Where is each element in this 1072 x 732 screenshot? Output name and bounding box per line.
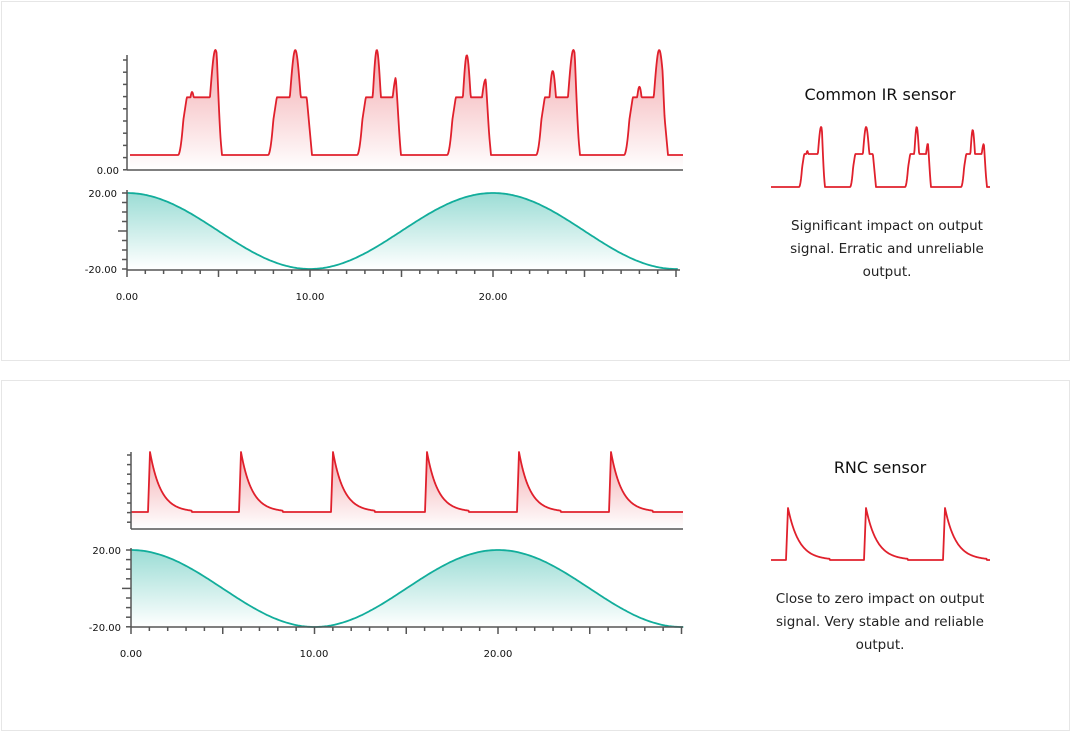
ir-cosine-line: [127, 192, 678, 270]
ir-x-label-10: 10.00: [296, 292, 325, 303]
ir-preview-line: [770, 126, 991, 188]
ir-y-label-top: 20.00: [88, 189, 117, 200]
rnc-x-label-20: 20.00: [484, 649, 513, 660]
rnc-y-label-bottom: -20.00: [89, 623, 121, 634]
ir-y-label-bottom: -20.00: [85, 265, 117, 276]
ir-x-label-20: 20.00: [479, 292, 508, 303]
panel-ir: [1, 1, 1070, 361]
rnc-description: Close to zero impact on output signal. V…: [775, 591, 985, 653]
rnc-preview-line: [770, 507, 991, 561]
ir-x-label-0: 0.00: [116, 292, 138, 303]
rnc-preview-area: [771, 508, 990, 560]
ir-signal-area: [130, 50, 683, 170]
rnc-cosine-line: [131, 549, 684, 628]
ir-description: Significant impact on output signal. Err…: [790, 218, 984, 280]
rnc-title: RNC sensor: [833, 458, 927, 477]
ir-title: Common IR sensor: [804, 85, 956, 104]
rnc-signal-area: [131, 452, 683, 529]
rnc-y-label-top: 20.00: [92, 546, 121, 557]
rnc-signal-line: [130, 451, 684, 513]
rnc-x-label-10: 10.00: [300, 649, 329, 660]
ir-signal-line: [129, 49, 684, 156]
rnc-x-label-0: 0.00: [120, 649, 142, 660]
ir-y-label-zero: 0.00: [97, 166, 119, 177]
